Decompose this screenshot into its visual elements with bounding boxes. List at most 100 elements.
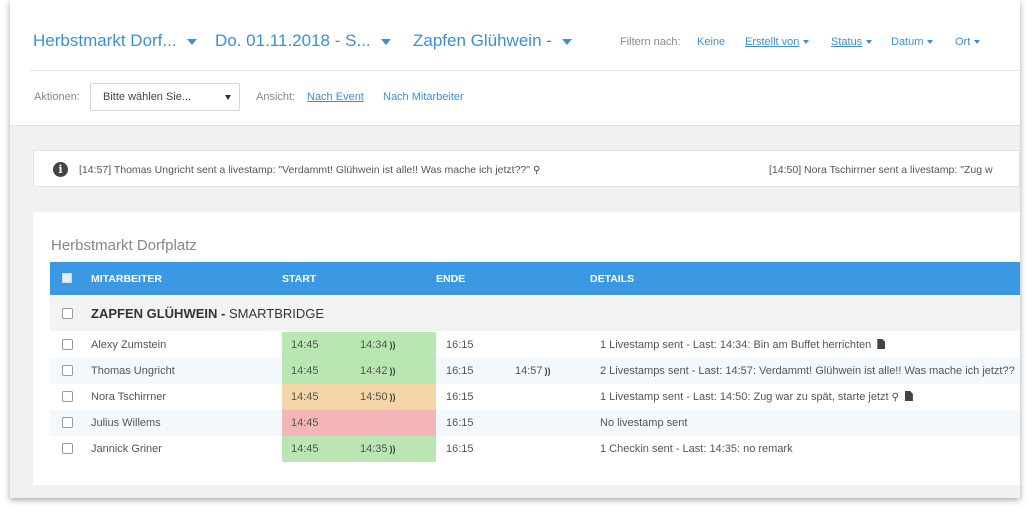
column-header-end[interactable]: ENDE — [436, 273, 466, 285]
filter-label: Filtern nach: — [620, 36, 681, 48]
map-pin-icon: ⚲ — [532, 165, 541, 176]
panel-title: Herbstmarkt Dorfplatz — [51, 237, 197, 254]
end-planned: 16:15 — [446, 365, 474, 377]
column-header-start[interactable]: START — [282, 273, 317, 285]
chevron-down-icon — [561, 38, 572, 45]
date-dropdown[interactable]: Do. 01.11.2018 - S... — [215, 31, 391, 51]
ticker-item[interactable]: [14:50] Nora Tschirrner sent a livestamp… — [769, 164, 993, 176]
view-by-employee-link[interactable]: Nach Mitarbeiter — [383, 91, 464, 103]
event-dropdown-label: Herbstmarkt Dorf... — [33, 31, 177, 50]
document-icon[interactable] — [904, 391, 913, 401]
filter-created-by[interactable]: Erstellt von — [745, 36, 810, 48]
group-company: SMARTBRIDGE — [228, 306, 325, 321]
column-header-details[interactable]: DETAILS — [590, 273, 635, 285]
row-details: 1 Livestamp sent - Last: 14:50: Zug war … — [600, 391, 913, 403]
group-checkbox[interactable] — [62, 308, 73, 319]
start-planned: 14:45 — [291, 365, 319, 377]
filter-status-label: Status — [831, 36, 863, 48]
start-planned: 14:45 — [291, 391, 319, 403]
app-frame: Herbstmarkt Dorf... Do. 01.11.2018 - S..… — [10, 0, 1020, 498]
caret-down-icon — [974, 40, 981, 45]
table-row[interactable]: Julius Willems 14:45 16:15 No livestamp … — [50, 410, 1020, 436]
row-details: No livestamp sent — [600, 417, 688, 429]
column-header-employee[interactable]: MITARBEITER — [91, 273, 162, 285]
row-details-text: 1 Livestamp sent - Last: 14:50: Zug war … — [600, 391, 889, 403]
start-actual-value: 14:35 — [360, 443, 388, 455]
start-status-cell — [282, 384, 436, 410]
station-dropdown-label: Zapfen Glühwein - — [413, 31, 552, 50]
table-header: MITARBEITER START ENDE DETAILS — [50, 262, 1020, 295]
table-row[interactable]: Alexy Zumstein 14:45 14:34)) 16:15 1 Liv… — [50, 332, 1020, 358]
filter-none-label: Keine — [697, 36, 726, 48]
row-checkbox[interactable] — [62, 339, 73, 350]
ticker-item-text: [14:50] Nora Tschirrner sent a livestamp… — [769, 164, 993, 176]
filter-location[interactable]: Ort — [955, 36, 981, 48]
row-details: 1 Livestamp sent - Last: 14:34: Bin am B… — [600, 339, 886, 351]
row-details: 2 Livestamps sent - Last: 14:57: Verdamm… — [600, 365, 1015, 377]
filter-status[interactable]: Status — [831, 36, 873, 48]
start-status-cell — [282, 358, 436, 384]
employee-name: Thomas Ungricht — [91, 365, 175, 377]
row-details: 1 Checkin sent - Last: 14:35: no remark — [600, 443, 793, 455]
event-dropdown[interactable]: Herbstmarkt Dorf... — [33, 31, 197, 51]
livestamp-ticker: i [14:57] Thomas Ungricht sent a livesta… — [33, 150, 1020, 187]
divider — [30, 70, 1020, 71]
filter-location-label: Ort — [955, 36, 971, 48]
row-checkbox[interactable] — [62, 365, 73, 376]
row-details-text: 1 Livestamp sent - Last: 14:34: Bin am B… — [600, 339, 872, 351]
ticker-item-text: [14:57] Thomas Ungricht sent a livestamp… — [79, 164, 530, 176]
map-pin-icon[interactable]: ⚲ — [891, 392, 899, 403]
caret-down-icon — [927, 40, 934, 45]
start-status-cell — [282, 332, 436, 358]
end-planned: 16:15 — [446, 339, 474, 351]
start-planned: 14:45 — [291, 339, 319, 351]
caret-down-icon — [803, 40, 810, 45]
start-actual-value: 14:42 — [360, 365, 388, 377]
table-row[interactable]: Nora Tschirrner 14:45 14:50)) 16:15 1 Li… — [50, 384, 1020, 410]
rss-icon: )) — [389, 444, 396, 454]
document-icon[interactable] — [877, 339, 886, 349]
filter-none[interactable]: Keine — [697, 36, 725, 48]
end-planned: 16:15 — [446, 443, 474, 455]
view-label: Ansicht: — [256, 91, 296, 103]
actions-select-value: Bitte wählen Sie... — [103, 91, 192, 103]
filter-created-by-label: Erstellt von — [745, 36, 800, 48]
rss-icon: )) — [389, 392, 396, 402]
actions-select[interactable]: Bitte wählen Sie... — [90, 83, 240, 111]
ticker-item[interactable]: [14:57] Thomas Ungricht sent a livestamp… — [79, 164, 540, 176]
start-status-cell — [282, 436, 436, 462]
employee-name: Alexy Zumstein — [91, 339, 167, 351]
employee-name: Nora Tschirrner — [91, 391, 166, 403]
employee-name: Jannick Griner — [91, 443, 162, 455]
start-actual-value: 14:34 — [360, 339, 388, 351]
station-dropdown[interactable]: Zapfen Glühwein - — [413, 31, 572, 51]
start-planned: 14:45 — [291, 443, 319, 455]
employee-name: Julius Willems — [91, 417, 161, 429]
start-actual: 14:35)) — [360, 443, 396, 455]
end-actual-value: 14:57 — [515, 365, 543, 377]
group-title: ZAPFEN GLÜHWEIN - SMARTBRIDGE — [91, 306, 324, 321]
select-all-checkbox[interactable] — [62, 273, 72, 283]
caret-down-icon — [225, 95, 231, 100]
end-planned: 16:15 — [446, 417, 474, 429]
table-row[interactable]: Jannick Griner 14:45 14:35)) 16:15 1 Che… — [50, 436, 1020, 462]
table-row[interactable]: Thomas Ungricht 14:45 14:42)) 16:15 14:5… — [50, 358, 1020, 384]
filter-date[interactable]: Datum — [891, 36, 934, 48]
row-checkbox[interactable] — [62, 417, 73, 428]
start-actual: 14:42)) — [360, 365, 396, 377]
date-dropdown-label: Do. 01.11.2018 - S... — [215, 31, 371, 50]
view-by-event-link[interactable]: Nach Event — [307, 91, 364, 103]
end-planned: 16:15 — [446, 391, 474, 403]
info-icon: i — [53, 162, 68, 177]
chevron-down-icon — [380, 38, 391, 45]
row-checkbox[interactable] — [62, 443, 73, 454]
start-actual: 14:34)) — [360, 339, 396, 351]
start-status-cell — [282, 410, 436, 436]
group-row: ZAPFEN GLÜHWEIN - SMARTBRIDGE — [50, 296, 1020, 331]
caret-down-icon — [866, 40, 873, 45]
row-checkbox[interactable] — [62, 391, 73, 402]
group-separator: - — [217, 306, 229, 321]
rss-icon: )) — [389, 340, 396, 350]
end-actual: 14:57)) — [515, 365, 551, 377]
filter-date-label: Datum — [891, 36, 924, 48]
